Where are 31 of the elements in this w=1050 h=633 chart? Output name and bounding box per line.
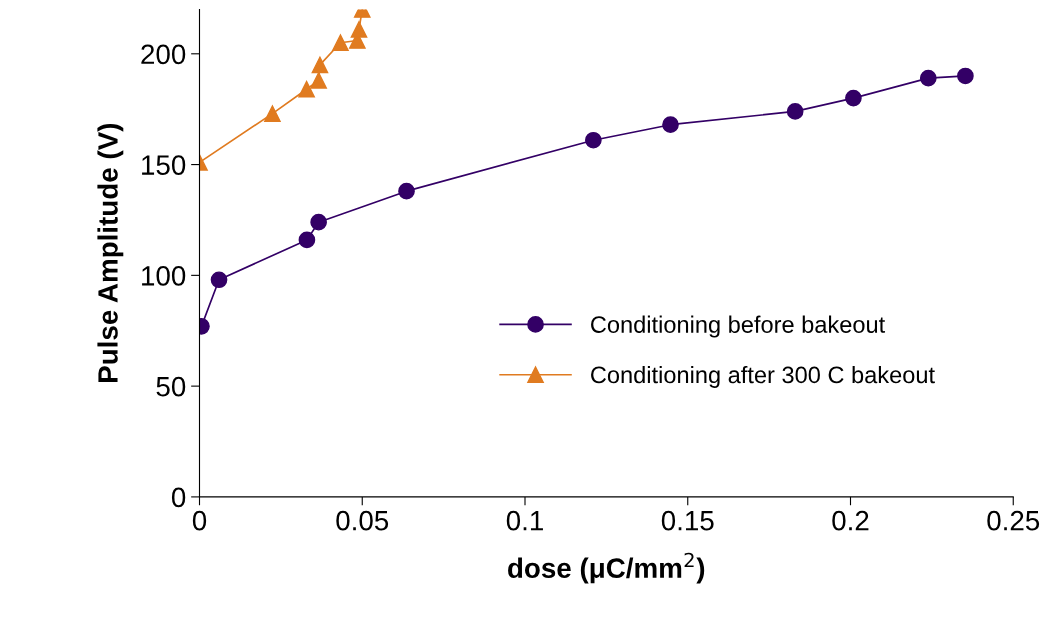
point	[264, 105, 281, 122]
point	[919, 69, 937, 87]
point	[310, 72, 327, 89]
point	[332, 34, 349, 52]
y-tick-label: 200	[141, 44, 186, 65]
x-axis-title: dose (μC/mm$^{2}$)	[508, 552, 705, 584]
point	[585, 131, 602, 149]
legend-label: Conditioning before bakeout	[591, 315, 886, 338]
point	[210, 271, 228, 289]
point	[298, 80, 315, 98]
y-tick-label: 0	[171, 487, 186, 508]
y-axis-title: Pulse Amplitude (V)	[97, 123, 124, 382]
point	[398, 182, 415, 200]
point	[350, 21, 368, 38]
point	[957, 67, 974, 85]
x-tick-label: 0.15	[661, 510, 714, 531]
x-tick-label: 0.25	[987, 510, 1040, 531]
x-tick-label: 0.05	[336, 510, 389, 531]
y-tick-label: 50	[156, 376, 186, 397]
point	[310, 213, 327, 231]
x-tick-label: 0.1	[506, 510, 543, 531]
x-tick-label: 0	[192, 510, 207, 531]
point	[845, 89, 862, 107]
point	[298, 231, 316, 249]
point	[662, 116, 679, 134]
x-tick-label: 0.2	[832, 510, 869, 531]
legend-label: Conditioning after 300 C bakeout	[591, 365, 935, 388]
y-tick-label: 100	[142, 266, 186, 286]
point	[311, 56, 329, 74]
y-tick-label: 150	[142, 155, 186, 175]
point	[786, 103, 804, 120]
